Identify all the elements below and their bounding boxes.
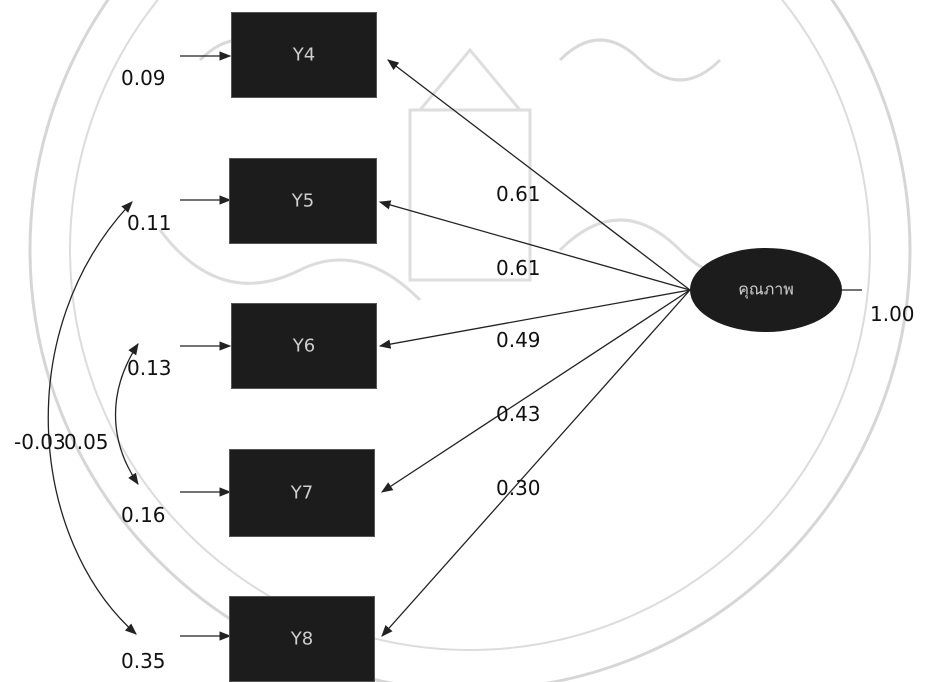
latent-variance-value: 1.00 <box>870 302 915 326</box>
indicator-box-y6: Y6 <box>231 303 377 389</box>
loading-value-y8: 0.30 <box>496 476 541 500</box>
indicator-box-y4: Y4 <box>231 12 377 98</box>
indicator-label-y6: Y6 <box>292 335 316 357</box>
indicator-label-y4: Y4 <box>292 44 316 66</box>
loading-arrow-y8 <box>381 289 691 637</box>
error-variance-y7: 0.16 <box>121 503 166 527</box>
loading-value-y7: 0.43 <box>496 402 541 426</box>
covariance-value-y5-y8: -0.03 <box>14 430 66 454</box>
loading-arrow-y5 <box>378 200 691 291</box>
covariance-value-y6-y7: 0.05 <box>64 430 109 454</box>
error-variance-y6: 0.13 <box>127 356 172 380</box>
indicator-box-y7: Y7 <box>229 449 375 537</box>
loading-arrow-y7 <box>381 289 691 493</box>
covariance-curve-y6-y7 <box>114 343 139 485</box>
latent-variable-ellipse: คุณภาพ <box>690 248 842 332</box>
covariance-curve-y5-y8 <box>47 201 137 635</box>
error-variance-y5: 0.11 <box>127 211 172 235</box>
loading-value-y6: 0.49 <box>496 328 541 352</box>
loading-arrow-y6 <box>378 289 691 349</box>
indicator-label-y7: Y7 <box>290 482 314 504</box>
error-variance-y8: 0.35 <box>121 649 166 673</box>
loading-arrow-y4 <box>387 59 691 291</box>
indicator-label-y5: Y5 <box>291 190 315 212</box>
indicator-label-y8: Y8 <box>290 628 314 650</box>
loading-value-y5: 0.61 <box>496 256 541 280</box>
error-variance-y4: 0.09 <box>121 66 166 90</box>
indicator-box-y8: Y8 <box>229 596 375 682</box>
latent-label: คุณภาพ <box>738 279 794 299</box>
indicator-box-y5: Y5 <box>229 158 377 244</box>
loading-value-y4: 0.61 <box>496 182 541 206</box>
